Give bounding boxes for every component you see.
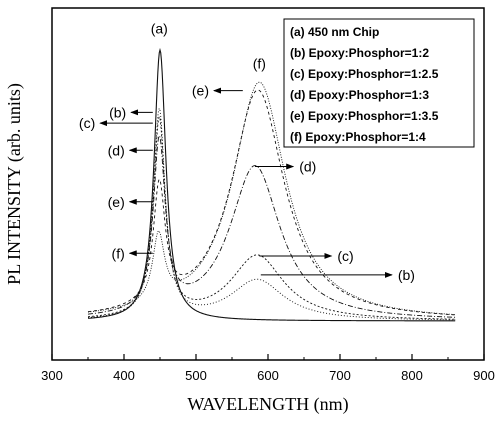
legend-entry-b: (b) Epoxy:Phosphor=1:2	[290, 46, 429, 60]
annotation-label: (b)	[109, 104, 126, 120]
annotation-label: (f)	[112, 245, 125, 261]
legend-box	[283, 18, 475, 148]
x-tick-label: 600	[257, 368, 279, 383]
annotation-label: (c)	[337, 248, 353, 264]
annotation-label: (c)	[79, 115, 95, 131]
legend-entry-c: (c) Epoxy:Phosphor=1:2.5	[290, 67, 439, 81]
x-axis-ticks: 300 400 500 600 700 800 900	[41, 354, 495, 383]
legend-entry-d: (d) Epoxy:Phosphor=1:3	[290, 88, 429, 102]
series-line-a	[87, 47, 456, 322]
legend-entry-e: (e) Epoxy:Phosphor=1:3.5	[290, 109, 439, 123]
x-tick-label: 300	[41, 368, 63, 383]
annotation-label: (d)	[108, 142, 125, 158]
x-axis-label: WAVELENGTH (nm)	[187, 394, 348, 415]
legend-entry-f: (f) Epoxy:Phosphor=1:4	[290, 130, 426, 144]
annotation-label: (f)	[253, 56, 266, 72]
series-line-e	[87, 89, 456, 316]
series-curves	[87, 47, 456, 322]
annotation-label: (e)	[192, 83, 209, 99]
legend-entry-a: (a) 450 nm Chip	[290, 25, 379, 39]
x-tick-label: 400	[113, 368, 135, 383]
y-axis-label: PL INTENSITY (arb. units)	[4, 83, 25, 285]
x-tick-label: 900	[473, 368, 495, 383]
x-tick-label: 800	[401, 368, 423, 383]
annotation-label: (d)	[299, 159, 316, 175]
annotation-label: (e)	[108, 194, 125, 210]
x-tick-label: 700	[329, 368, 351, 383]
curve-annotations: (a) (b) (c) (d) (e) (f) (f) (e) (d) (c) (b)	[79, 20, 415, 283]
x-tick-label: 500	[185, 368, 207, 383]
series-line-d	[87, 134, 456, 318]
annotation-label: (b)	[398, 267, 415, 283]
annotation-label: (a)	[151, 20, 168, 36]
legend: (a) 450 nm Chip (b) Epoxy:Phosphor=1:2 (…	[283, 18, 475, 148]
